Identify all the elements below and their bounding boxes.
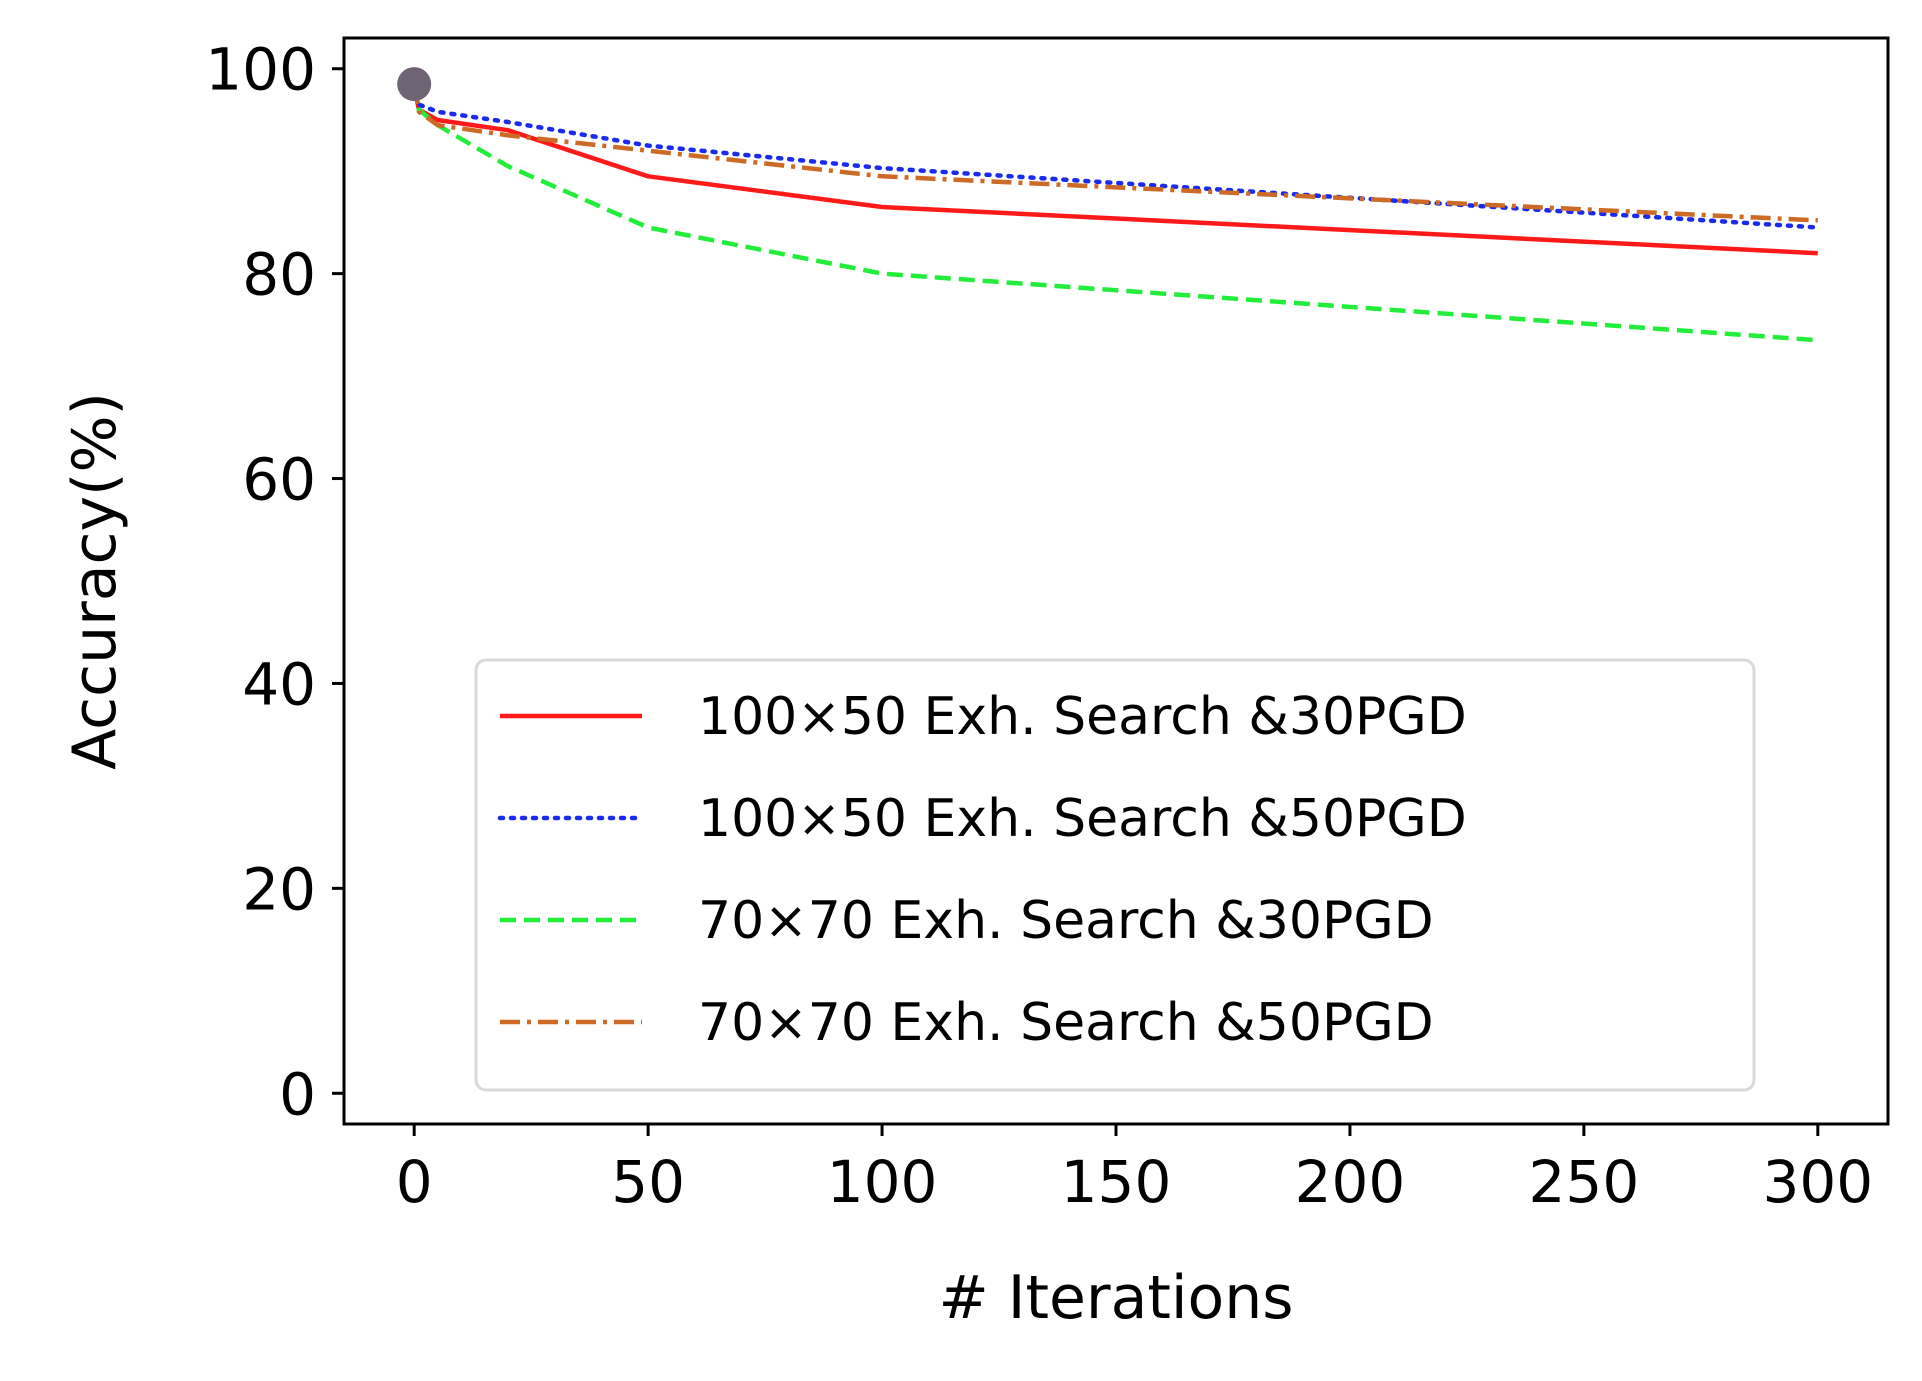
start-point-marker (397, 67, 432, 102)
y-tick-label: 0 (279, 1060, 316, 1128)
legend: 100×50 Exh. Search &30PGD 100×50 Exh. Sea… (474, 658, 1756, 1092)
x-tick-label: 100 (827, 1148, 938, 1216)
y-axis: 0 20 40 60 80 100 (205, 36, 344, 1128)
legend-label: 70×70 Exh. Search &30PGD (698, 891, 1434, 951)
x-axis: 0 50 100 150 200 250 300 (396, 1124, 1873, 1216)
y-tick-label: 20 (242, 855, 316, 923)
series-line (411, 83, 1818, 343)
x-axis-label: # Iterations (938, 1263, 1293, 1333)
y-tick-label: 100 (205, 36, 316, 104)
x-tick-label: 300 (1762, 1148, 1873, 1216)
legend-label: 70×70 Exh. Search &50PGD (698, 993, 1434, 1053)
y-tick-label: 40 (242, 650, 316, 718)
series-line (411, 83, 1818, 256)
x-tick-label: 0 (396, 1148, 433, 1216)
series-line (411, 81, 1821, 230)
legend-label: 100×50 Exh. Search &30PGD (698, 687, 1467, 747)
marker-layer (397, 67, 432, 102)
x-tick-label: 150 (1061, 1148, 1172, 1216)
legend-label: 100×50 Exh. Search &50PGD (698, 789, 1467, 849)
y-tick-label: 60 (242, 446, 316, 514)
y-axis-label: Accuracy(%) (60, 392, 130, 770)
x-tick-label: 50 (611, 1148, 685, 1216)
series-layer (411, 81, 1821, 343)
x-tick-label: 200 (1295, 1148, 1406, 1216)
legend-box (474, 658, 1756, 1092)
y-tick-label: 80 (242, 241, 316, 309)
series-line (411, 83, 1818, 223)
x-tick-label: 250 (1529, 1148, 1640, 1216)
